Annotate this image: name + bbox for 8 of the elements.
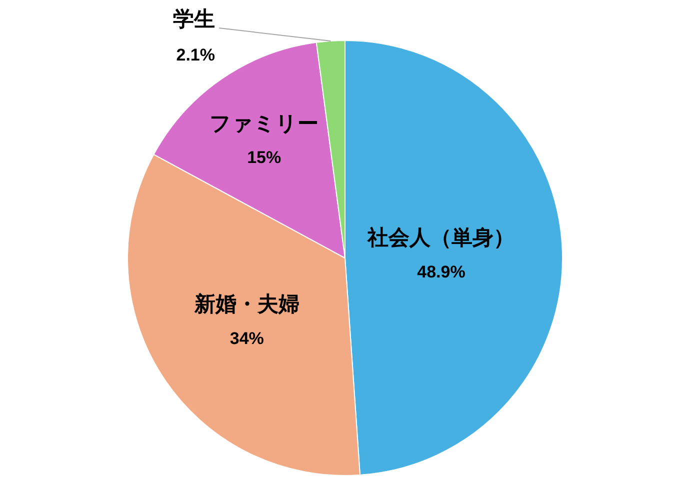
slice-label: 社会人（単身）: [366, 226, 515, 250]
slice-label: ファミリー: [210, 112, 319, 136]
data-label: 34%: [230, 328, 264, 348]
data-label: 2.1%: [176, 46, 215, 65]
slice-label: 学生: [173, 8, 215, 31]
slice-label: 新婚・夫婦: [193, 292, 300, 316]
data-label: 15%: [247, 148, 282, 168]
data-label: 48.9%: [417, 262, 466, 282]
